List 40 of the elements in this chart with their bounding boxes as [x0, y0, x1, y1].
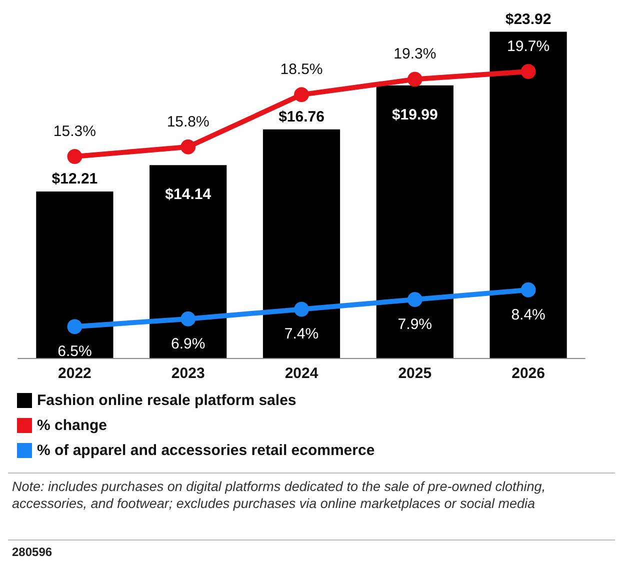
point	[407, 72, 422, 87]
data-label: 18.5%	[280, 61, 323, 78]
bar	[262, 129, 340, 358]
x-tick-label: 2026	[512, 365, 545, 382]
point	[67, 319, 82, 334]
point	[180, 311, 196, 326]
x-tick-label: 2025	[398, 365, 432, 382]
data-label: $12.21	[52, 170, 98, 188]
point	[407, 292, 422, 308]
data-label: 19.7%	[507, 38, 550, 55]
data-label: $23.92	[505, 10, 552, 28]
data-label: $19.99	[392, 106, 438, 124]
data-label: $16.76	[278, 108, 324, 126]
data-label: 8.4%	[511, 306, 546, 324]
data-label: 15.3%	[53, 123, 96, 140]
legend-label: % change	[37, 417, 108, 434]
text: 280596	[12, 545, 52, 559]
data-label: 7.4%	[284, 326, 319, 343]
data-label: 6.5%	[58, 343, 92, 360]
x-tick-label: 2023	[171, 365, 205, 382]
point	[294, 87, 309, 102]
x-tick-label: 2024	[284, 365, 319, 382]
point	[520, 282, 536, 298]
legend-label: Fashion online resale platform sales	[37, 392, 296, 409]
bar	[490, 32, 567, 358]
data-label: 15.8%	[166, 113, 210, 130]
data-label: 7.9%	[398, 316, 432, 334]
text: Note: includes purchases on digital platforms dedicated to the sale of pre-owned clothing, accessories, and footwear; excludes purchases via online marketplaces or social media	[12, 479, 550, 511]
bar	[376, 85, 454, 358]
bar	[36, 191, 114, 358]
bar	[150, 165, 227, 358]
point	[294, 302, 309, 317]
point	[520, 64, 536, 79]
x-tick-label: 2022	[58, 365, 92, 382]
point	[180, 139, 196, 154]
data-label: 6.9%	[171, 335, 206, 352]
data-label: $14.14	[165, 186, 212, 204]
point	[67, 149, 82, 164]
legend-label: % of apparel and accessories retail ecommerce	[37, 442, 375, 459]
data-label: 19.3%	[394, 46, 436, 63]
